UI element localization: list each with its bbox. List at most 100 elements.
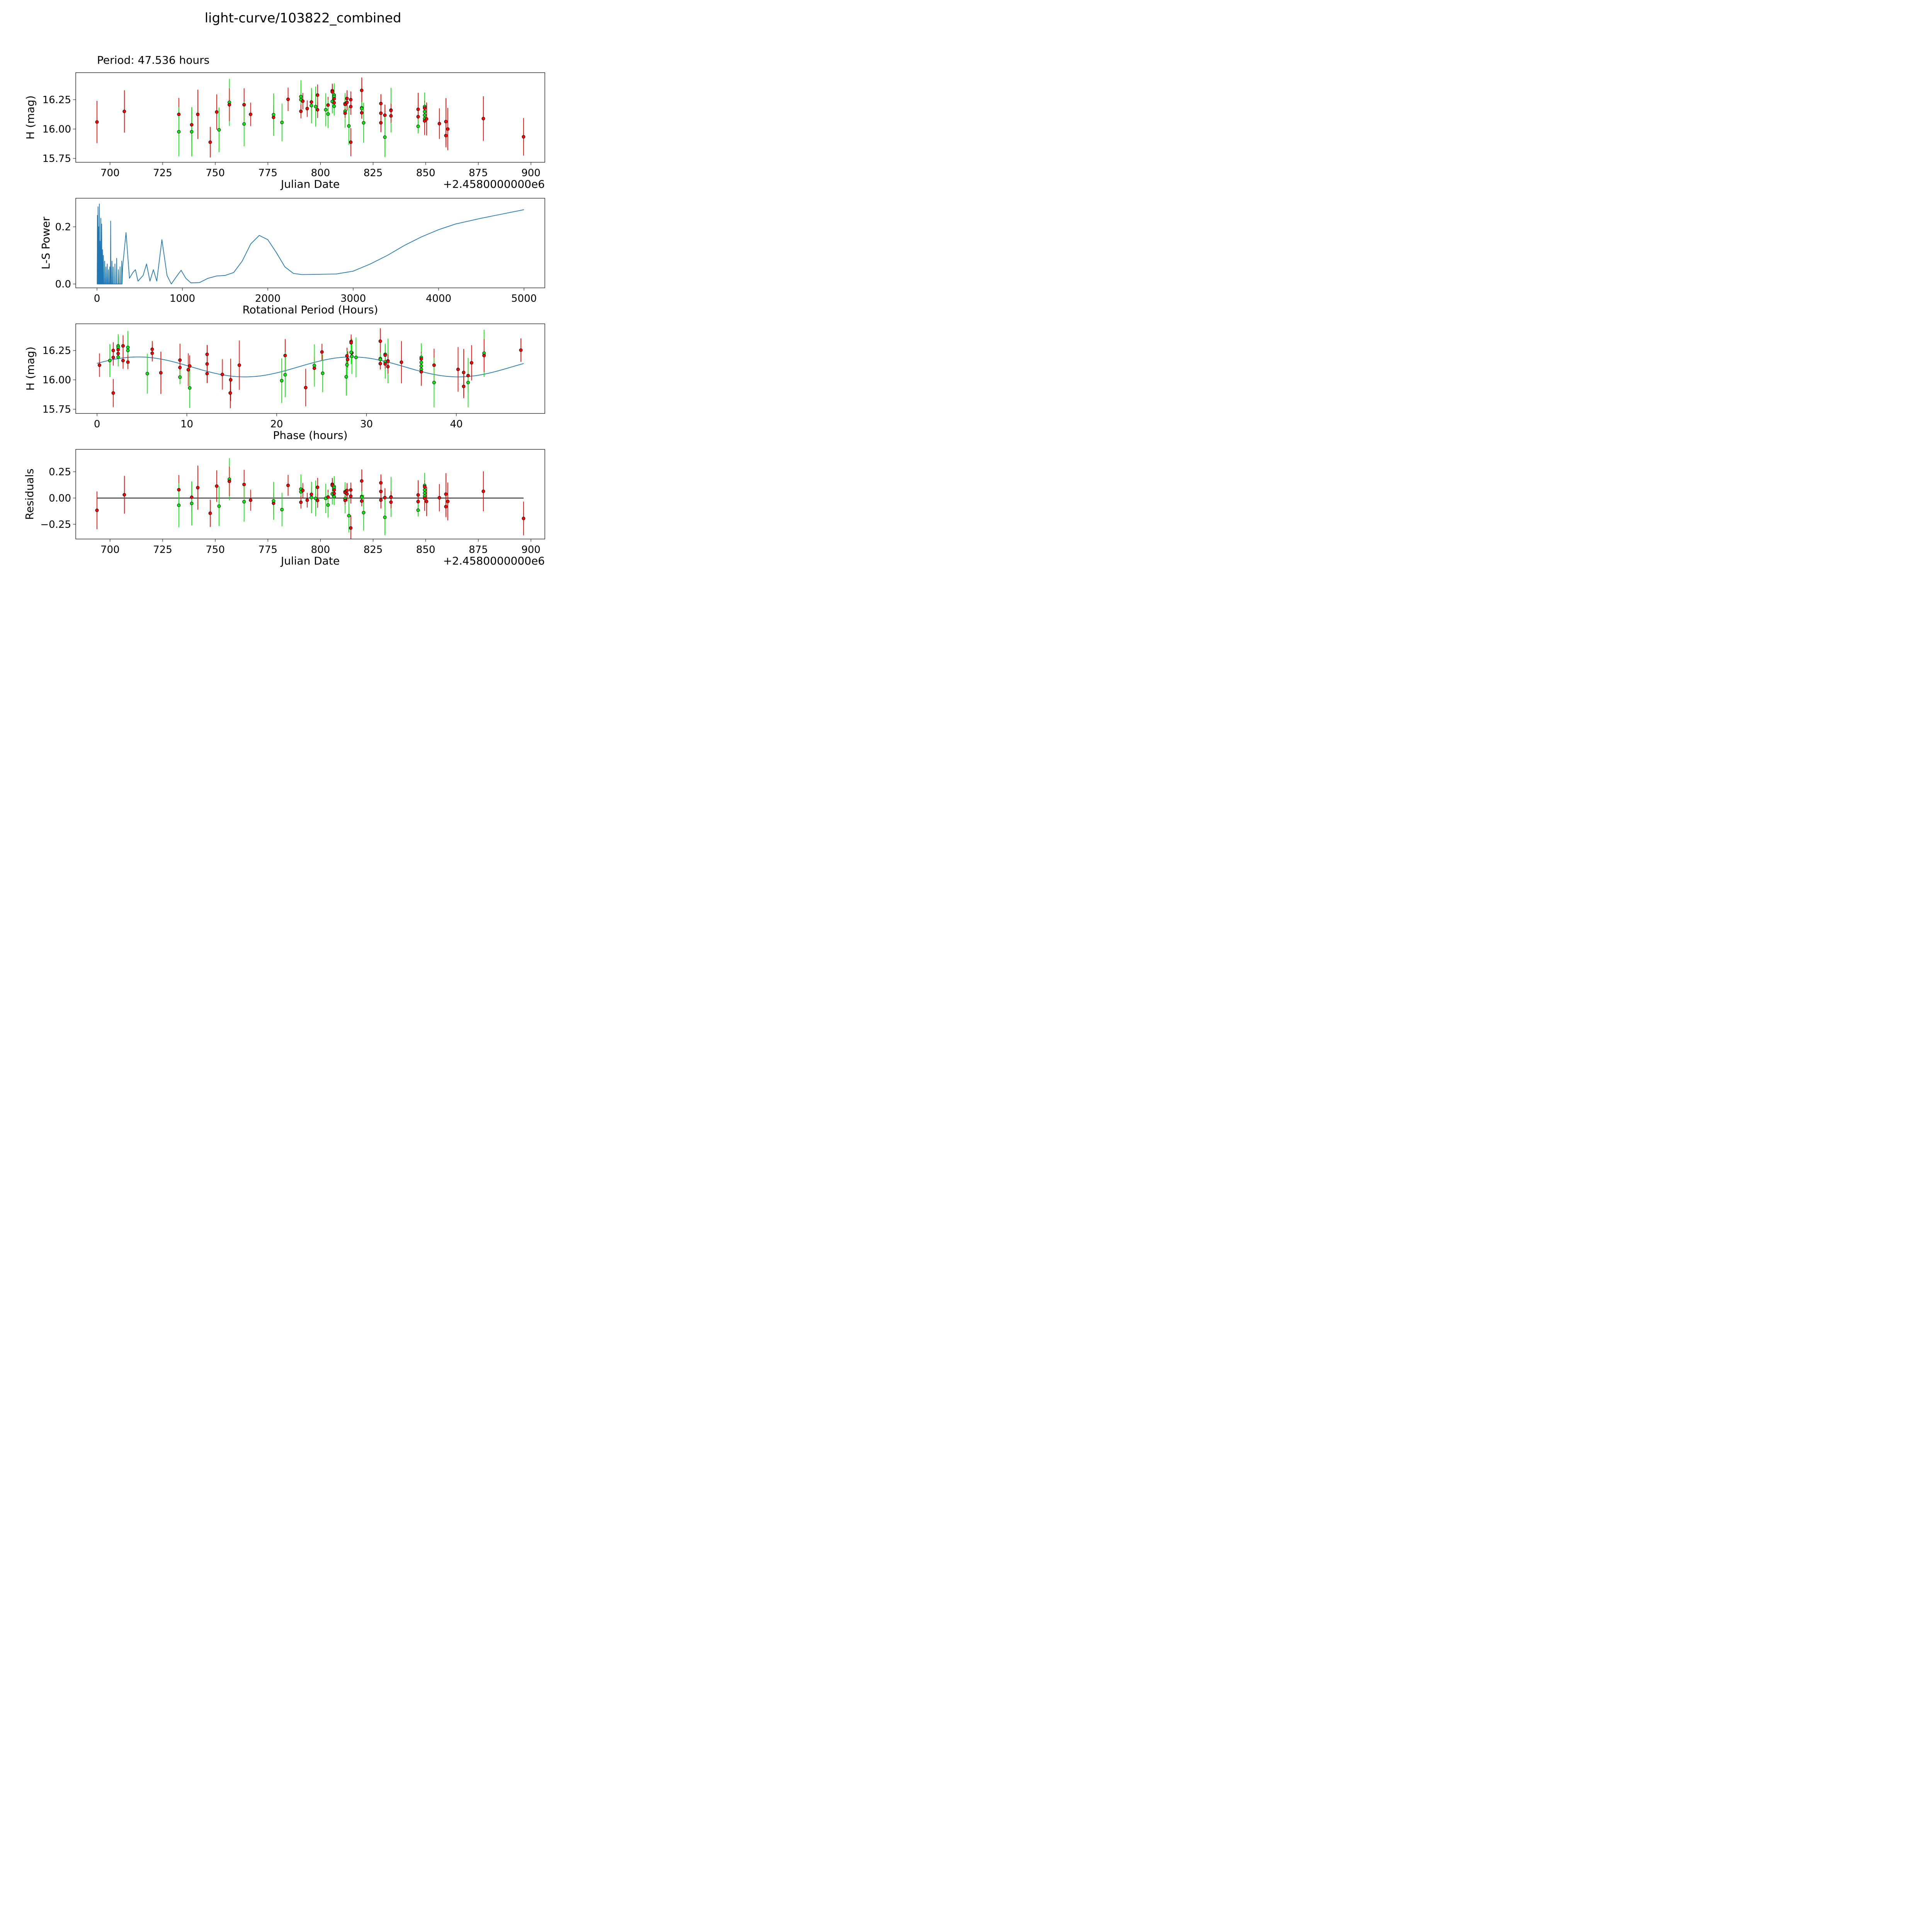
x-axis-label: Julian Date xyxy=(280,178,340,190)
data-point xyxy=(349,526,353,530)
data-point xyxy=(242,122,246,126)
data-point xyxy=(332,495,336,498)
x-tick-label: 850 xyxy=(416,544,435,556)
data-point xyxy=(343,111,347,115)
data-point xyxy=(316,485,320,489)
data-point xyxy=(196,112,200,116)
data-point xyxy=(389,109,393,112)
y-axis-label: L-S Power xyxy=(39,216,52,269)
data-point xyxy=(122,493,126,497)
x-tick-label: 0 xyxy=(94,418,100,430)
data-point xyxy=(150,347,154,351)
data-point xyxy=(178,366,182,369)
x-tick-label: 725 xyxy=(153,544,172,556)
data-point xyxy=(383,353,387,357)
y-tick-label: 16.25 xyxy=(43,94,71,106)
data-point xyxy=(345,100,349,104)
data-point xyxy=(249,498,253,502)
figure: light-curve/103822_combined Period: 47.5… xyxy=(0,0,603,603)
data-point xyxy=(416,500,420,503)
data-point xyxy=(469,361,473,365)
data-point xyxy=(242,500,246,503)
data-point xyxy=(320,350,324,354)
x-tick-label: 875 xyxy=(469,167,488,179)
data-point xyxy=(383,135,387,139)
y-axis-label: H (mag) xyxy=(24,95,37,139)
data-point xyxy=(383,113,387,117)
power-spectrum-line xyxy=(97,203,524,284)
data-point xyxy=(205,362,209,366)
data-point xyxy=(190,495,194,499)
x-tick-label: 875 xyxy=(469,544,488,556)
data-point xyxy=(416,115,420,119)
data-point xyxy=(389,500,393,504)
data-point xyxy=(423,113,427,117)
data-point xyxy=(346,357,350,361)
y-axis-label: H (mag) xyxy=(24,347,37,391)
data-point xyxy=(386,365,390,369)
data-point xyxy=(345,492,349,496)
x-tick-label: 775 xyxy=(258,167,277,179)
data-point xyxy=(186,368,190,372)
data-point xyxy=(272,499,276,503)
data-point xyxy=(220,372,224,376)
data-point xyxy=(126,360,130,364)
data-point xyxy=(286,483,290,487)
data-point xyxy=(423,485,427,489)
axes-frame xyxy=(75,449,545,539)
data-point xyxy=(423,106,427,110)
data-point xyxy=(283,373,287,377)
data-point xyxy=(462,384,466,388)
data-point xyxy=(126,349,130,352)
x-tick-label: 5000 xyxy=(511,293,537,304)
data-point xyxy=(423,110,427,114)
y-tick-label: 15.75 xyxy=(43,153,71,165)
data-point xyxy=(208,511,212,515)
data-point xyxy=(416,508,420,512)
data-point xyxy=(347,124,351,128)
data-point xyxy=(249,112,253,116)
x-tick-label: 1000 xyxy=(170,293,195,304)
x-tick-label: 800 xyxy=(311,544,330,556)
data-point xyxy=(423,496,427,500)
data-point xyxy=(425,117,429,121)
data-point xyxy=(159,371,163,375)
x-tick-label: 700 xyxy=(100,167,120,179)
data-point xyxy=(360,111,364,115)
data-point xyxy=(272,113,276,117)
data-point xyxy=(116,355,120,359)
data-point xyxy=(349,350,353,354)
data-point xyxy=(215,484,219,488)
data-point xyxy=(419,357,423,361)
x-tick-label: 3000 xyxy=(340,293,366,304)
data-point xyxy=(205,372,209,376)
model-fit-curve xyxy=(97,356,524,378)
data-point xyxy=(360,479,364,483)
data-point xyxy=(349,98,353,102)
y-tick-label: 16.00 xyxy=(43,124,71,135)
y-axis-label: Residuals xyxy=(23,469,36,520)
y-tick-label: 15.75 xyxy=(43,404,71,415)
x-tick-label: 725 xyxy=(153,167,172,179)
data-point xyxy=(466,374,470,378)
x-tick-label: 775 xyxy=(258,544,277,556)
x-tick-label: 825 xyxy=(364,544,383,556)
data-point xyxy=(208,140,212,144)
data-point xyxy=(360,107,364,111)
data-point xyxy=(145,372,149,376)
data-point xyxy=(280,508,284,512)
data-point xyxy=(316,108,320,112)
data-point xyxy=(108,359,112,362)
data-point xyxy=(242,103,246,107)
data-point xyxy=(432,363,436,367)
data-point xyxy=(97,363,101,367)
data-point xyxy=(121,344,125,348)
data-point xyxy=(379,111,383,115)
data-point xyxy=(242,483,246,486)
data-point xyxy=(389,495,393,499)
y-tick-label: 16.25 xyxy=(43,345,71,357)
data-point xyxy=(228,391,232,395)
x-tick-label: 750 xyxy=(206,167,225,179)
data-point xyxy=(326,112,330,116)
data-point xyxy=(423,491,427,495)
